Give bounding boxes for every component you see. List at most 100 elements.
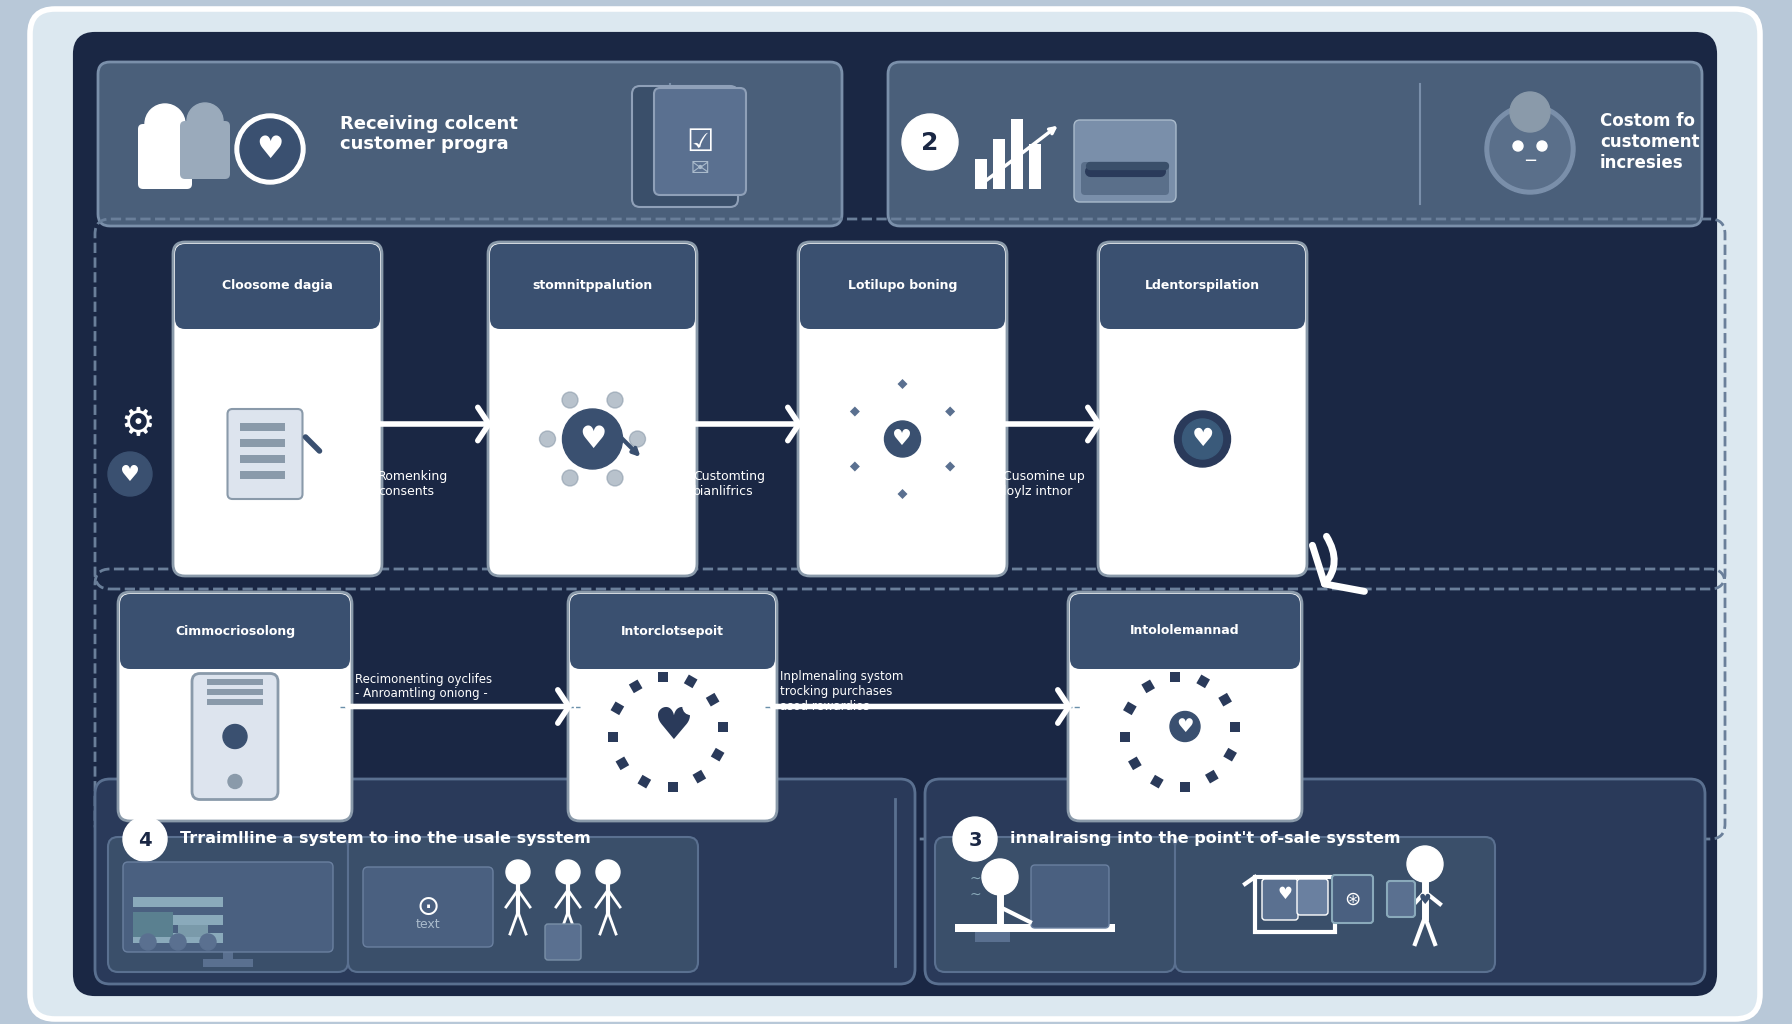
- Bar: [1229, 722, 1240, 731]
- Bar: [208, 698, 263, 705]
- Text: innalraisng into the point't of-sale sysstem: innalraisng into the point't of-sale sys…: [1011, 831, 1401, 847]
- Bar: [1204, 770, 1219, 783]
- Circle shape: [629, 431, 645, 447]
- Bar: [202, 959, 253, 967]
- FancyBboxPatch shape: [797, 242, 1007, 575]
- Circle shape: [1156, 696, 1215, 757]
- Text: ⊙: ⊙: [416, 893, 439, 921]
- FancyBboxPatch shape: [348, 837, 699, 972]
- Circle shape: [640, 694, 704, 759]
- Circle shape: [607, 392, 624, 408]
- Bar: [240, 455, 285, 463]
- Text: ♥: ♥: [892, 429, 912, 449]
- Text: Lotilupo boning: Lotilupo boning: [848, 280, 957, 293]
- Bar: [240, 423, 285, 431]
- Text: Receiving colcent
customer progra: Receiving colcent customer progra: [340, 115, 518, 154]
- Bar: [133, 933, 222, 943]
- FancyBboxPatch shape: [1068, 592, 1303, 821]
- Circle shape: [186, 103, 222, 139]
- FancyBboxPatch shape: [1098, 242, 1306, 575]
- Text: ☑: ☑: [686, 128, 713, 157]
- FancyBboxPatch shape: [1081, 162, 1168, 195]
- Bar: [240, 439, 285, 447]
- FancyBboxPatch shape: [889, 62, 1702, 226]
- Circle shape: [982, 859, 1018, 895]
- Bar: [133, 915, 222, 925]
- FancyBboxPatch shape: [545, 924, 581, 961]
- Bar: [717, 722, 728, 731]
- FancyBboxPatch shape: [925, 779, 1704, 984]
- Text: Customting
bianlifrics: Customting bianlifrics: [694, 470, 765, 498]
- Bar: [615, 757, 629, 770]
- Text: text: text: [416, 918, 441, 931]
- Bar: [1219, 693, 1231, 707]
- FancyBboxPatch shape: [654, 88, 745, 195]
- Bar: [629, 680, 643, 693]
- Circle shape: [885, 421, 921, 457]
- Text: ♥: ♥: [1192, 427, 1213, 451]
- FancyBboxPatch shape: [799, 244, 1005, 329]
- Bar: [667, 781, 677, 792]
- FancyBboxPatch shape: [1297, 879, 1328, 915]
- Circle shape: [1512, 141, 1523, 151]
- Bar: [1150, 775, 1163, 788]
- FancyBboxPatch shape: [108, 837, 348, 972]
- Circle shape: [1486, 104, 1575, 194]
- Bar: [1120, 731, 1131, 741]
- Bar: [955, 924, 1115, 932]
- FancyBboxPatch shape: [487, 242, 697, 575]
- FancyBboxPatch shape: [124, 862, 333, 952]
- FancyBboxPatch shape: [179, 121, 229, 179]
- FancyBboxPatch shape: [174, 242, 382, 575]
- FancyBboxPatch shape: [1331, 874, 1373, 923]
- FancyBboxPatch shape: [1100, 244, 1305, 329]
- Circle shape: [607, 470, 624, 486]
- Circle shape: [124, 817, 167, 861]
- Circle shape: [539, 431, 556, 447]
- Ellipse shape: [1143, 404, 1263, 474]
- Bar: [685, 675, 697, 688]
- Circle shape: [1538, 141, 1546, 151]
- Bar: [993, 139, 1005, 189]
- Bar: [1254, 877, 1335, 932]
- FancyBboxPatch shape: [75, 34, 1715, 994]
- FancyBboxPatch shape: [30, 9, 1760, 1019]
- Bar: [1224, 748, 1236, 762]
- FancyBboxPatch shape: [1070, 594, 1299, 669]
- Bar: [611, 701, 624, 715]
- Bar: [208, 679, 263, 684]
- FancyBboxPatch shape: [489, 244, 695, 329]
- Bar: [133, 897, 222, 907]
- FancyBboxPatch shape: [1387, 881, 1416, 918]
- Text: Intorclotsepoit: Intorclotsepoit: [622, 625, 724, 638]
- FancyBboxPatch shape: [228, 409, 303, 499]
- FancyBboxPatch shape: [935, 837, 1176, 972]
- Text: Cloosome dagia: Cloosome dagia: [222, 280, 333, 293]
- Bar: [658, 672, 667, 682]
- Text: ♥: ♥: [1176, 717, 1193, 736]
- Text: ~
~: ~ ~: [969, 871, 980, 902]
- Circle shape: [901, 114, 959, 170]
- Circle shape: [240, 119, 299, 179]
- Circle shape: [170, 934, 186, 950]
- Circle shape: [1489, 109, 1570, 189]
- Text: Intololemannad: Intololemannad: [1131, 625, 1240, 638]
- Circle shape: [556, 860, 581, 884]
- FancyBboxPatch shape: [176, 244, 380, 329]
- Circle shape: [683, 698, 699, 715]
- Circle shape: [1183, 419, 1222, 459]
- Bar: [1011, 119, 1023, 189]
- Circle shape: [235, 114, 305, 184]
- Bar: [1124, 701, 1136, 715]
- Circle shape: [145, 104, 185, 144]
- FancyBboxPatch shape: [192, 674, 278, 800]
- Text: ♥: ♥: [120, 465, 140, 485]
- FancyBboxPatch shape: [138, 124, 192, 189]
- Circle shape: [1170, 712, 1201, 741]
- Bar: [1179, 781, 1190, 792]
- Bar: [1197, 675, 1210, 688]
- FancyBboxPatch shape: [99, 62, 842, 226]
- FancyBboxPatch shape: [118, 592, 351, 821]
- Circle shape: [505, 860, 530, 884]
- Text: ♥: ♥: [1419, 893, 1432, 907]
